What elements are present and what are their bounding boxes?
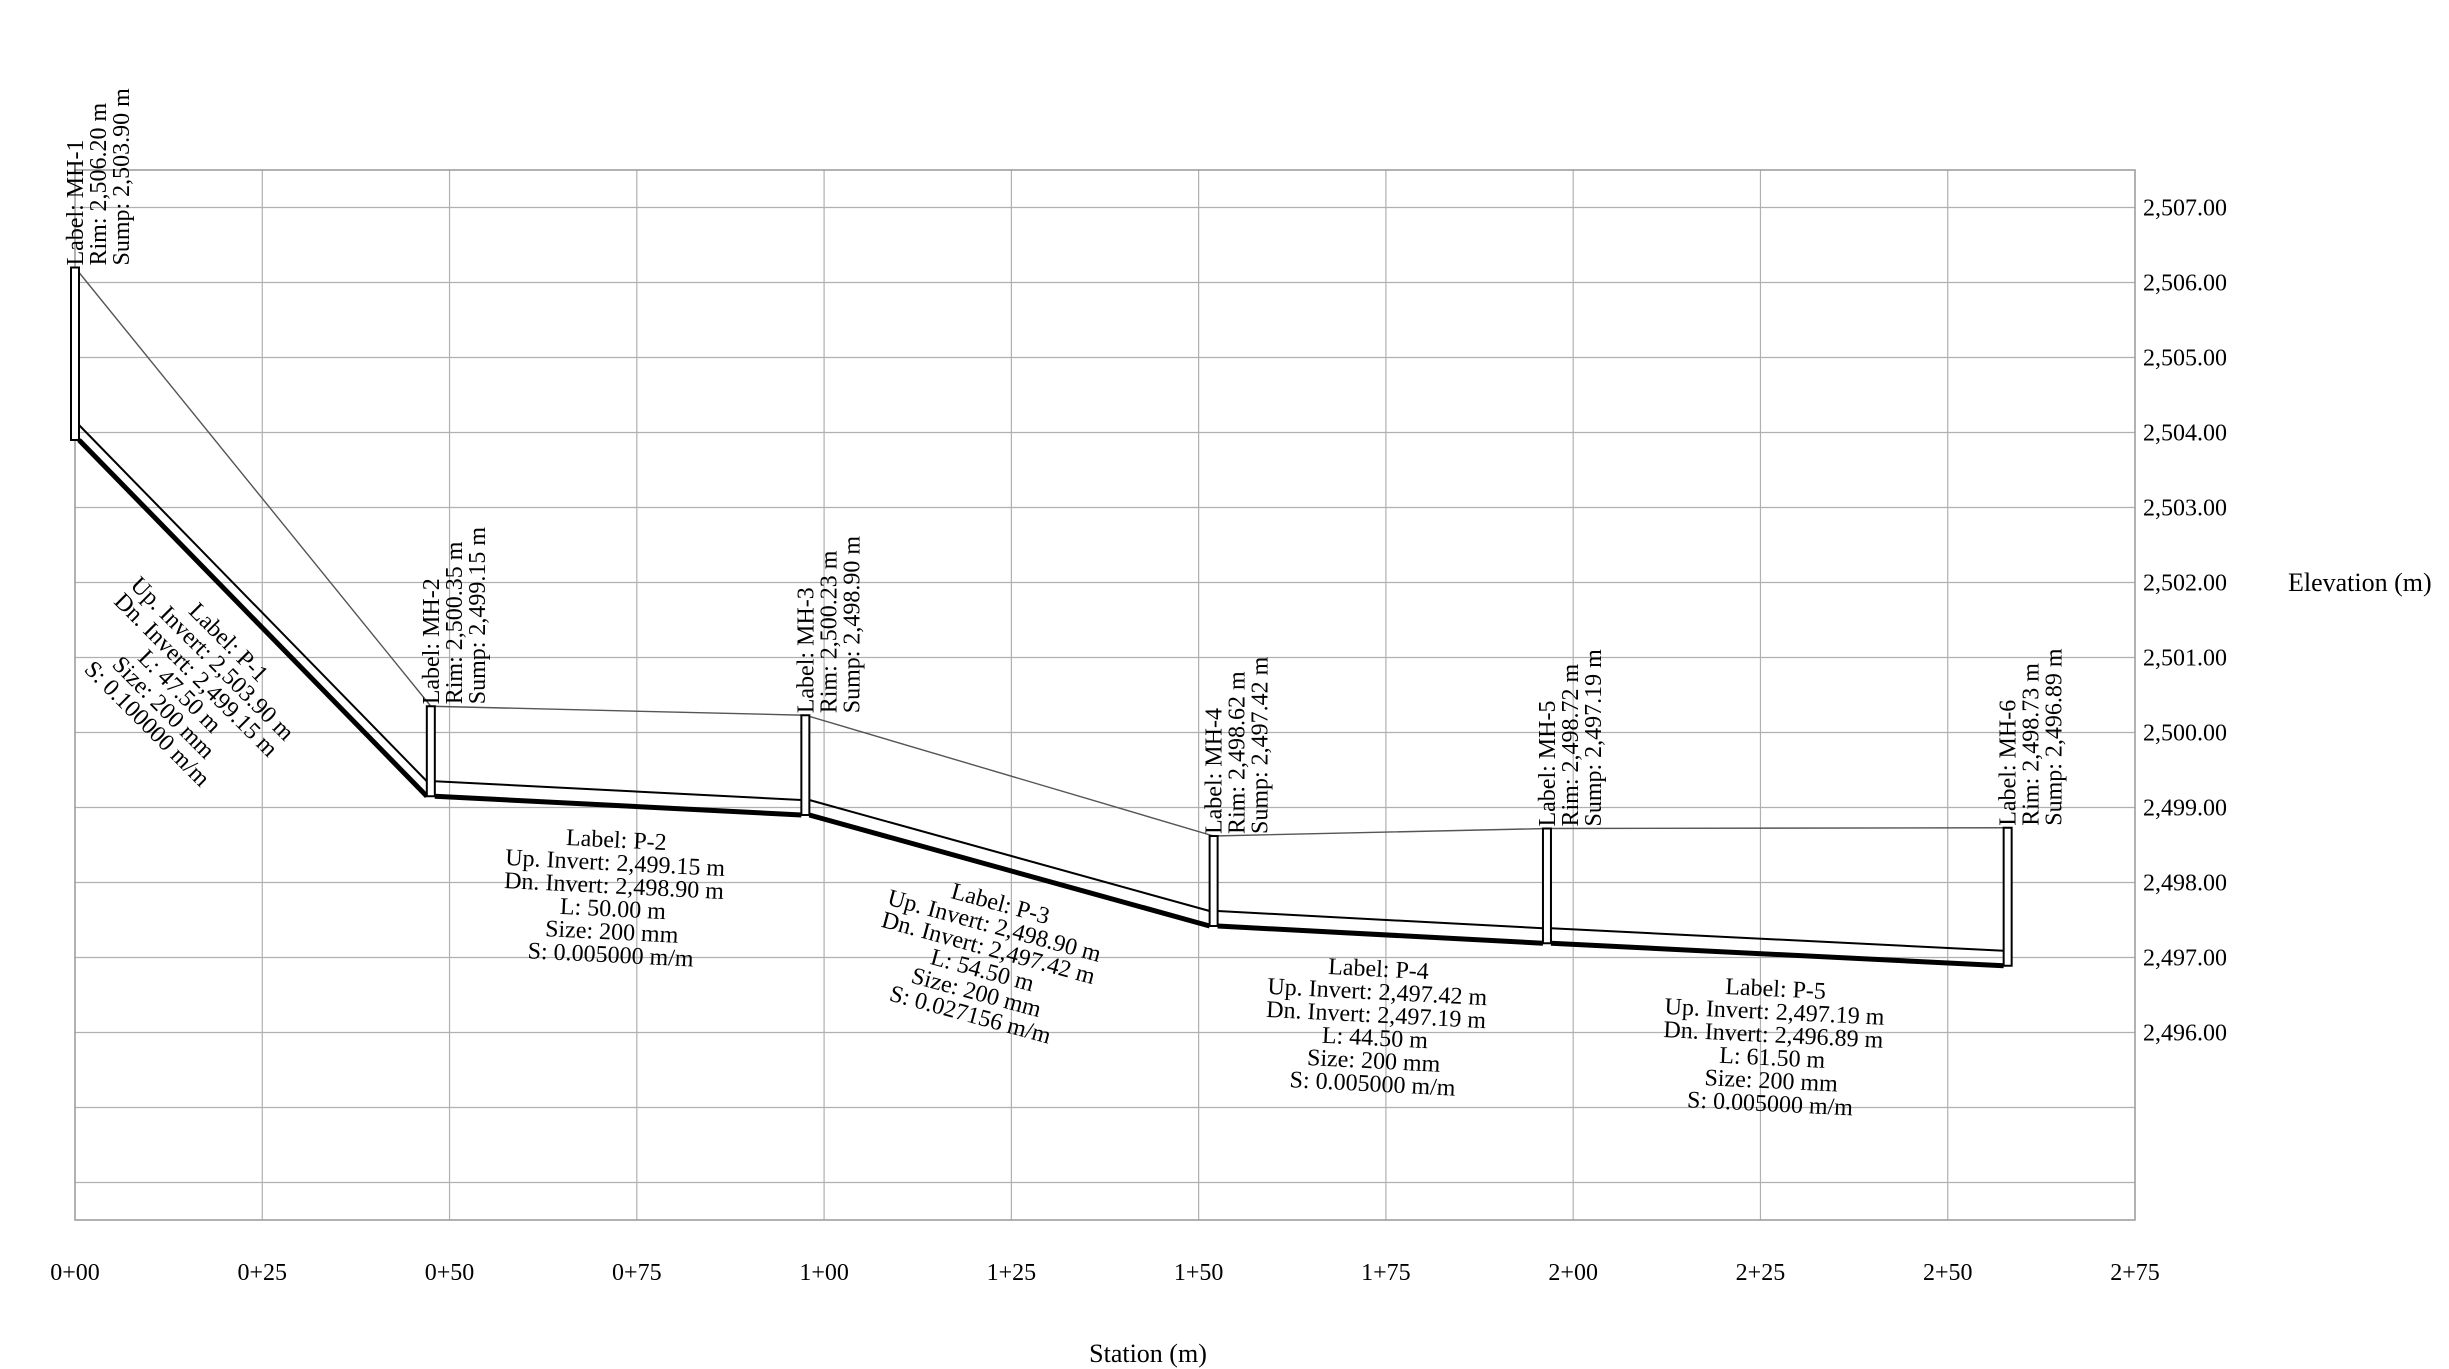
- pipe-label: Label: P-4Up. Invert: 2,497.42 mDn. Inve…: [1266, 954, 1489, 1102]
- pipe-crown: [434, 780, 802, 801]
- pipe-crown: [1217, 910, 1544, 930]
- manhole-label-line: Rim: 2,498.73 m: [2019, 663, 2045, 826]
- pipe-invert: [808, 812, 1211, 929]
- manhole-label-line: Label: MH-4: [1202, 708, 1228, 834]
- pipe-label-line: Label: P-2: [565, 825, 667, 856]
- ground-line: [74, 267, 2008, 837]
- manhole-label-line: Label: MH-3: [793, 587, 819, 713]
- manholes: [70, 266, 2013, 967]
- manhole-label-line: Sump: 2,497.42 m: [1248, 656, 1274, 834]
- pipe-invert: [434, 793, 802, 818]
- x-tick-label: 2+25: [1736, 1260, 1786, 1286]
- pipe-label-line: L: 44.50 m: [1321, 1023, 1429, 1054]
- manhole-label-line: Rim: 2,500.23 m: [816, 550, 842, 713]
- y-axis-ticks: 2,507.00 2,506.00 2,505.00 2,504.00 2,503.00…: [2143, 196, 2227, 1047]
- pipes: [77, 424, 2004, 969]
- manhole-label-line: Rim: 2,498.72 m: [1558, 663, 1584, 826]
- x-tick-label: 1+00: [799, 1260, 849, 1286]
- x-tick-label: 2+75: [2110, 1260, 2160, 1286]
- plot-frame: [74, 169, 2136, 1221]
- y-tick-label: 2,502.00: [2143, 571, 2227, 597]
- pipe-label: Label: P-2Up. Invert: 2,499.15 mDn. Inve…: [504, 825, 726, 973]
- pipe-label-line: L: 61.50 m: [1719, 1043, 1826, 1074]
- y-tick-label: 2,506.00: [2143, 271, 2227, 297]
- pipe-crown: [78, 424, 428, 782]
- y-tick-label: 2,504.00: [2143, 421, 2227, 447]
- x-axis-label: Station (m): [1089, 1339, 1207, 1368]
- ground-profile: [74, 267, 2008, 837]
- x-axis-ticks: 0+00 0+25 0+50 0+75 1+00 1+25 1+50 1+75 2+00 2+25…: [50, 1260, 2160, 1286]
- pipe-labels: Label: P-1Up. Invert: 2,503.90 mDn. Inve…: [79, 572, 1885, 1121]
- y-axis-label: Elevation (m): [2288, 568, 2432, 597]
- y-tick-label: 2,500.00: [2143, 721, 2227, 747]
- x-tick-label: 1+75: [1361, 1260, 1411, 1286]
- y-tick-label: 2,498.00: [2143, 871, 2227, 897]
- x-tick-label: 0+25: [237, 1260, 287, 1286]
- pipe-label-line: L: 50.00 m: [559, 894, 666, 925]
- manhole-label-line: Rim: 2,506.20 m: [86, 102, 112, 265]
- grid: [75, 170, 2135, 1220]
- x-tick-label: 1+50: [1174, 1260, 1224, 1286]
- manhole-structure: [425, 705, 436, 798]
- manhole-label-line: Label: MH-2: [419, 578, 445, 704]
- manhole-structure: [70, 266, 80, 441]
- y-tick-label: 2,501.00: [2143, 646, 2227, 672]
- y-tick-label: 2,497.00: [2143, 946, 2227, 972]
- manhole-label-line: Label: MH-5: [1535, 701, 1561, 827]
- x-tick-label: 0+50: [425, 1260, 475, 1286]
- manhole-structure: [2002, 826, 2013, 967]
- pipe-crown: [809, 799, 1210, 912]
- manhole-label-line: Label: MH-6: [1996, 700, 2022, 826]
- manhole-label-line: Sump: 2,499.15 m: [465, 527, 491, 705]
- x-tick-label: 1+25: [987, 1260, 1037, 1286]
- manhole-label-line: Rim: 2,500.35 m: [442, 541, 468, 704]
- manhole-structure: [1208, 835, 1219, 927]
- pipe-label: Label: P-1Up. Invert: 2,503.90 mDn. Inve…: [79, 572, 299, 792]
- pipe-label-line: Label: P-4: [1328, 954, 1430, 985]
- pipe-invert: [1217, 923, 1544, 946]
- x-tick-label: 2+00: [1548, 1260, 1598, 1286]
- y-tick-label: 2,505.00: [2143, 346, 2227, 372]
- manhole-label-line: Rim: 2,498.62 m: [1225, 671, 1251, 834]
- y-tick-label: 2,496.00: [2143, 1021, 2227, 1047]
- pipe-invert: [77, 438, 429, 798]
- y-tick-label: 2,503.00: [2143, 496, 2227, 522]
- pipe-label: Label: P-5Up. Invert: 2,497.19 mDn. Inve…: [1663, 974, 1885, 1121]
- manhole-label-line: Sump: 2,496.89 m: [2042, 648, 2068, 826]
- manhole-structure: [800, 714, 811, 816]
- manhole-label-line: Sump: 2,503.90 m: [109, 88, 135, 266]
- x-tick-label: 0+00: [50, 1260, 100, 1286]
- x-tick-label: 2+50: [1923, 1260, 1973, 1286]
- pipe-label: Label: P-3Up. Invert: 2,498.90 mDn. Inve…: [879, 879, 1104, 1050]
- manhole-label-line: Sump: 2,498.90 m: [839, 536, 865, 714]
- y-tick-label: 2,499.00: [2143, 796, 2227, 822]
- y-tick-label: 2,507.00: [2143, 196, 2227, 222]
- manhole-label-line: Label: MH-1: [63, 140, 89, 266]
- pipe-crown: [1550, 927, 2004, 952]
- pipe-label-line: Label: P-5: [1725, 974, 1827, 1005]
- x-tick-label: 0+75: [612, 1260, 662, 1286]
- manhole-label-line: Sump: 2,497.19 m: [1581, 649, 1607, 827]
- manhole-structure: [1541, 827, 1552, 945]
- pipe-invert: [1550, 940, 2004, 969]
